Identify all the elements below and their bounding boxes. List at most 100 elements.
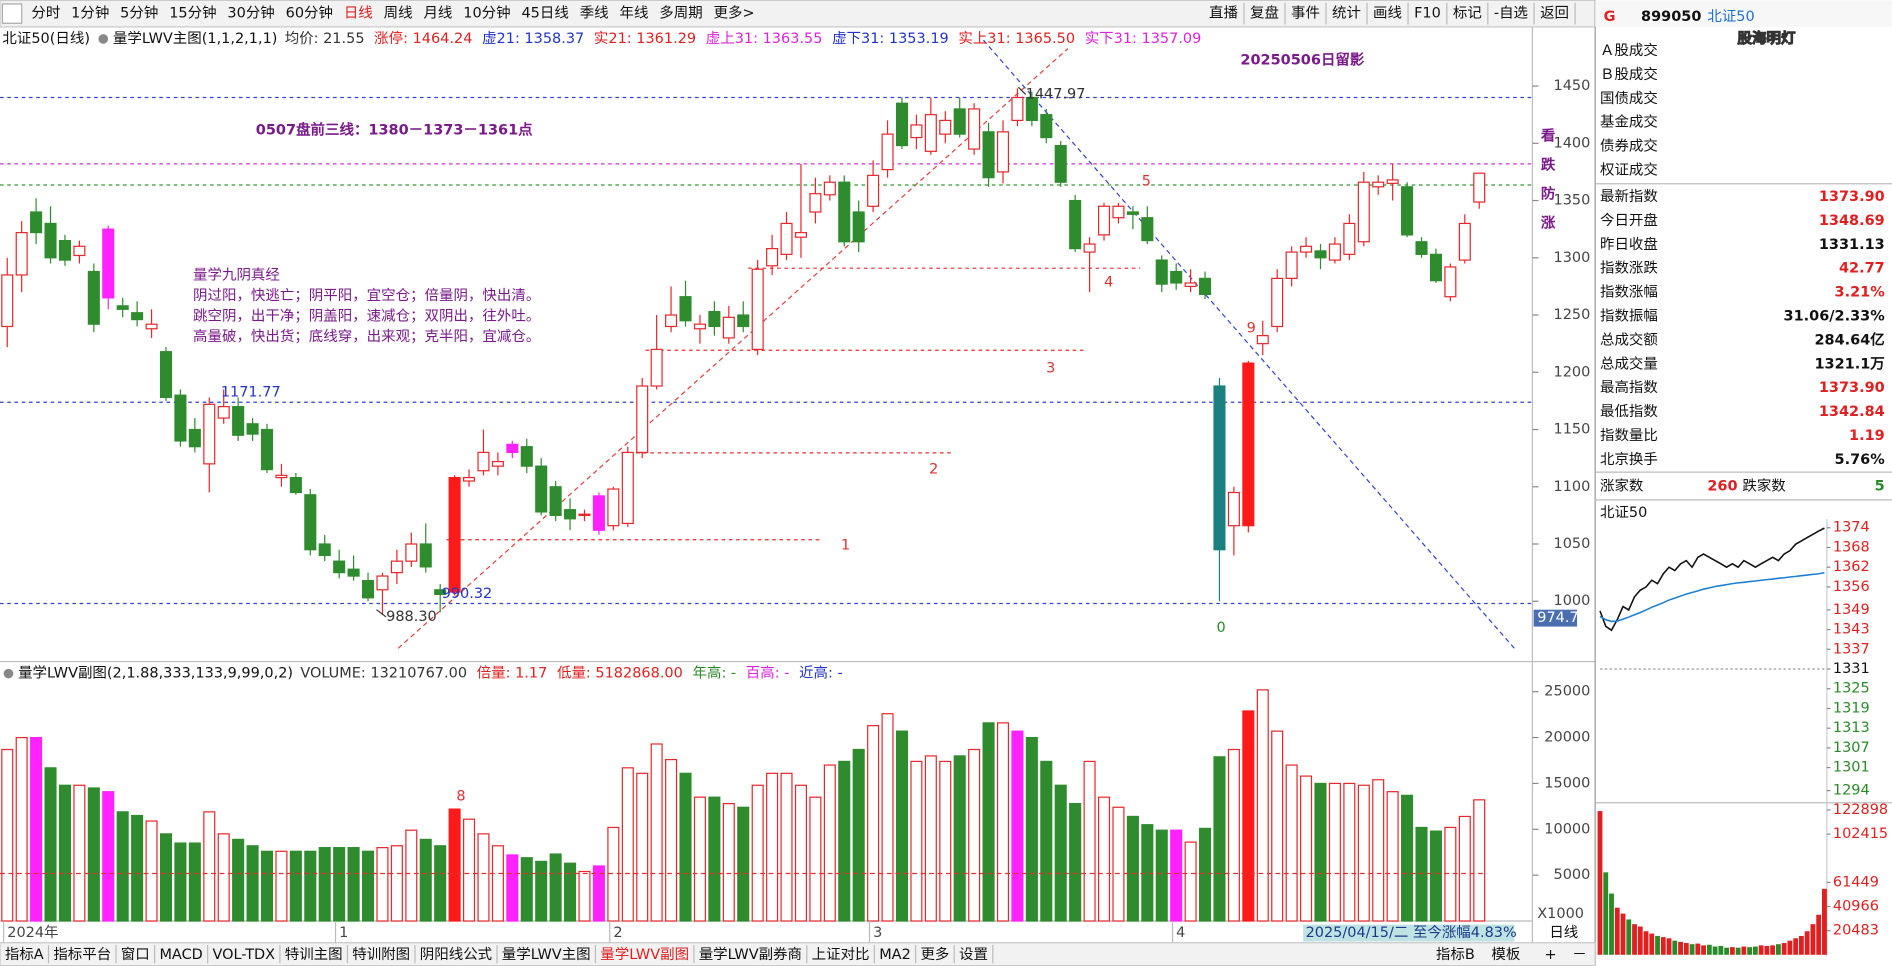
toolbar-button[interactable]: 年线 xyxy=(619,5,648,22)
indicator-tab[interactable]: 特训主图 xyxy=(285,946,343,963)
indicator-value: 百高: - xyxy=(746,665,790,682)
indicator-value: VOLUME: 13210767.00 xyxy=(300,666,467,682)
breadth-label: 涨家数 xyxy=(1600,478,1644,495)
volume-bar xyxy=(44,767,57,922)
candle-body xyxy=(390,560,403,574)
indicator-tab[interactable]: 指标B xyxy=(1436,946,1475,963)
toolbar-button[interactable]: 60分钟 xyxy=(286,5,333,22)
indicator-tab[interactable]: 特训附图 xyxy=(352,946,410,963)
indicator-tab[interactable]: MA2 xyxy=(879,947,911,963)
quote-value: 31.06/2.33% xyxy=(1784,308,1886,324)
toolbar-button[interactable]: 事件 xyxy=(1291,5,1320,22)
candle-body xyxy=(636,385,649,454)
indicator-tab[interactable]: 指标平台 xyxy=(53,946,111,963)
indicator-tab[interactable]: 上证对比 xyxy=(812,946,870,963)
candle-body xyxy=(15,231,28,276)
candle-body xyxy=(1025,96,1038,121)
breadth-value: 260 xyxy=(1707,479,1737,495)
indicator-tab[interactable]: 量学LWV副图 xyxy=(600,946,689,963)
volume-bar xyxy=(968,748,981,922)
toolbar-button[interactable]: 15分钟 xyxy=(169,5,216,22)
zoom-button[interactable]: － xyxy=(1572,947,1586,963)
candle-body xyxy=(73,245,86,257)
candle-body xyxy=(1112,205,1125,219)
mini-volume-bar xyxy=(1770,945,1776,955)
candle-body xyxy=(116,305,129,310)
toolbar-button[interactable]: 更多> xyxy=(714,5,755,22)
quote-label: 最新指数 xyxy=(1600,188,1658,205)
mini-volume-bar xyxy=(1775,944,1781,955)
candle-body xyxy=(794,231,807,238)
candle-body xyxy=(838,181,851,243)
candle-body xyxy=(361,580,375,599)
volume-bar xyxy=(145,820,158,922)
quote-header xyxy=(1595,0,1892,27)
mini-volume-bar xyxy=(1816,914,1822,955)
volume-bar xyxy=(289,850,302,922)
indicator-tab[interactable]: 窗口 xyxy=(121,945,150,963)
toolbar-button[interactable]: 直播 xyxy=(1209,5,1238,22)
indicator-tab[interactable]: 量学LWV副券商 xyxy=(699,946,802,963)
indicator-tab[interactable]: MACD xyxy=(159,947,202,963)
volume-bar xyxy=(679,772,692,922)
toolbar-button[interactable]: 季线 xyxy=(580,5,609,22)
side-note: 看 xyxy=(1541,128,1555,145)
toolbar-button[interactable]: 统计 xyxy=(1332,5,1361,22)
indicator-tab[interactable]: 指标A xyxy=(5,946,44,963)
toolbar-button[interactable]: 周线 xyxy=(384,5,413,22)
candle-body xyxy=(1069,199,1082,250)
volume-bar xyxy=(102,791,115,922)
toolbar-button[interactable]: 10分钟 xyxy=(463,5,510,22)
toolbar-icon[interactable] xyxy=(1,3,23,24)
flag: G xyxy=(1604,9,1616,25)
candle-body xyxy=(1300,245,1313,253)
toolbar-button[interactable]: 多周期 xyxy=(659,5,702,22)
mini-volume-bar xyxy=(1706,944,1712,955)
toolbar-button[interactable]: 标记 xyxy=(1453,5,1482,22)
toolbar-button[interactable]: 30分钟 xyxy=(227,5,274,22)
indicator-tab[interactable]: 阴阳线公式 xyxy=(420,946,492,963)
candle-body xyxy=(1415,241,1428,255)
y-tick-label: 61449 xyxy=(1833,874,1879,890)
indicator-tab[interactable]: 设置 xyxy=(959,946,988,963)
market-row: 国债成交 xyxy=(1600,89,1658,107)
toolbar-button[interactable]: 日线 xyxy=(344,5,373,22)
indicator-value: 年高: - xyxy=(693,665,737,682)
volume-bar xyxy=(809,796,822,922)
candle-body xyxy=(751,268,764,350)
quote-value: 5.76% xyxy=(1835,452,1886,468)
toolbar-button[interactable]: F10 xyxy=(1414,6,1441,22)
indicator-value: 虚21: 1358.37 xyxy=(482,30,584,47)
indicator-tab[interactable]: 量学LWV主图 xyxy=(502,946,591,963)
zoom-button[interactable]: + xyxy=(1544,947,1556,963)
indicator-tab[interactable]: 模板 xyxy=(1491,945,1520,963)
volume-bar xyxy=(188,842,201,922)
toolbar-button[interactable]: 画线 xyxy=(1373,5,1402,22)
toolbar-button[interactable]: 月线 xyxy=(423,5,452,22)
volume-bar xyxy=(246,845,259,922)
candle-body xyxy=(939,119,952,135)
y-tick-label: 10000 xyxy=(1544,821,1590,837)
quote-label: 北京换手 xyxy=(1600,451,1658,468)
y-tick-label: 1301 xyxy=(1833,760,1870,776)
indicator-tab[interactable]: 更多 xyxy=(920,946,949,963)
toolbar-button[interactable]: 1分钟 xyxy=(71,5,109,22)
period-button[interactable]: 日线 xyxy=(1549,924,1578,941)
volume-bar xyxy=(693,796,706,922)
volume-bar xyxy=(73,784,86,922)
status: 2025/04/15/二 至今涨幅4.83% xyxy=(1306,924,1517,941)
toolbar-button[interactable]: -自选 xyxy=(1494,5,1528,22)
toolbar-button[interactable]: 分时 xyxy=(31,5,60,22)
volume-note: 8 xyxy=(456,789,465,805)
toolbar-button[interactable]: 复盘 xyxy=(1250,4,1279,22)
indicator-tab[interactable]: VOL-TDX xyxy=(212,947,275,963)
toolbar-button[interactable]: 返回 xyxy=(1540,5,1569,22)
candle-body xyxy=(376,575,389,591)
quote-label: 最低指数 xyxy=(1600,403,1658,420)
volume-bar xyxy=(304,850,317,922)
indicator-value: 涨停: 1464.24 xyxy=(374,30,472,47)
toolbar-button[interactable]: 5分钟 xyxy=(120,5,158,22)
toolbar-button[interactable]: 45日线 xyxy=(521,5,568,22)
y-tick-label: 1000 xyxy=(1554,593,1591,609)
candle-body xyxy=(650,348,663,387)
